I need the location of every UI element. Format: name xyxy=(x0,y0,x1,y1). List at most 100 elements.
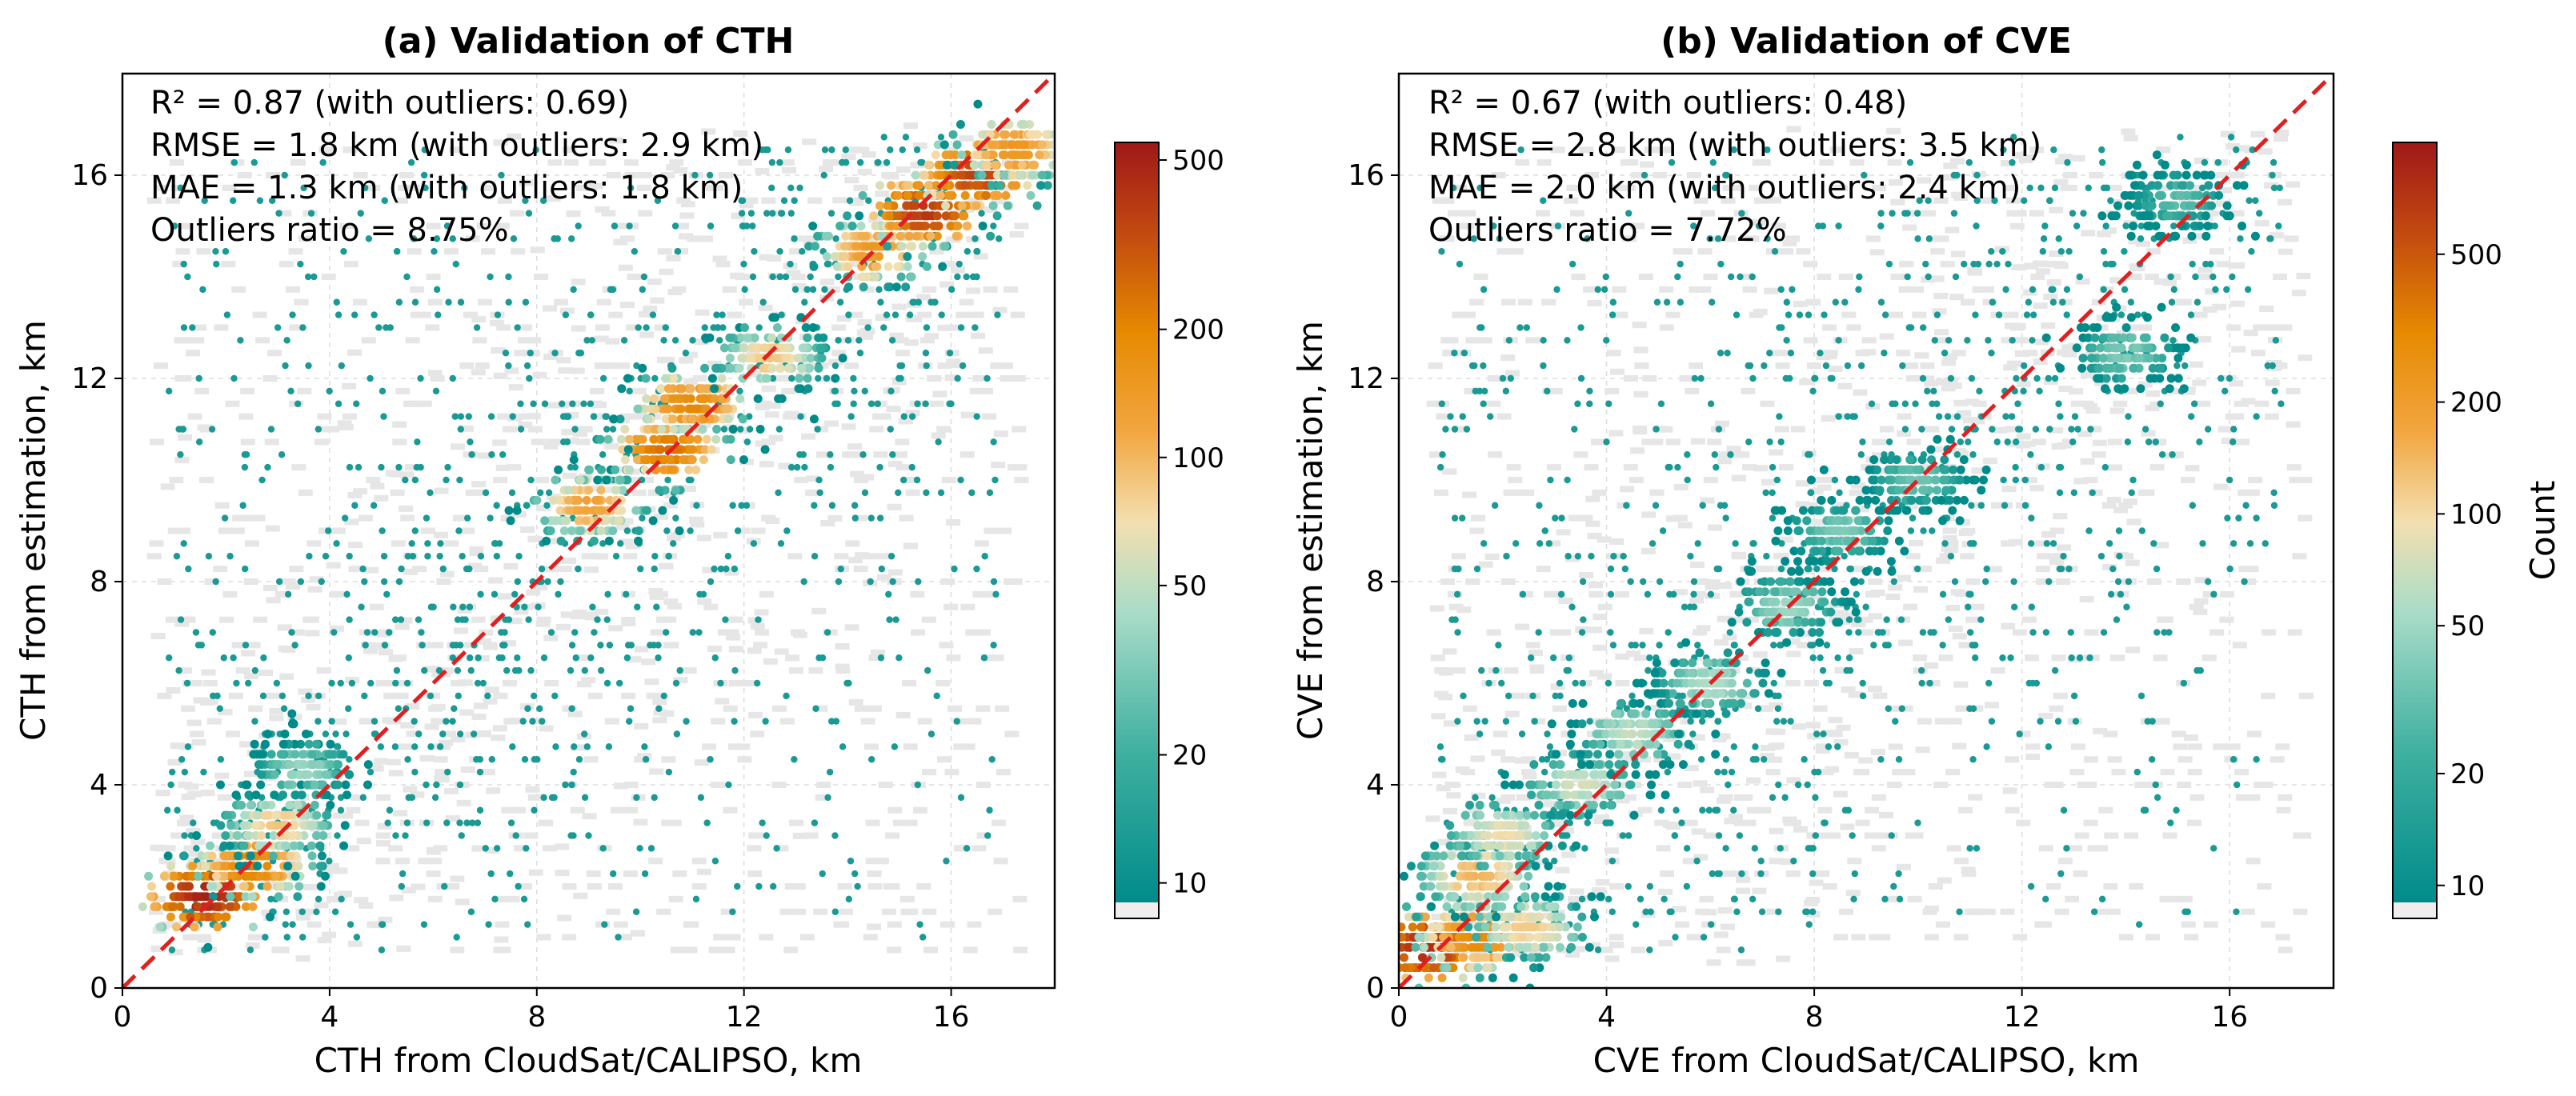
panel-a-stat-r2: R² = 0.87 (with outliers: 0.69) xyxy=(150,85,629,122)
panel-a-density-bin xyxy=(643,425,652,434)
panel-a-bg-bin xyxy=(662,616,677,623)
panel-a-bg-bin xyxy=(533,584,548,591)
panel-a-bg-bin xyxy=(895,464,911,471)
panel-a-density-bin xyxy=(250,739,259,749)
panel-a-density-bin xyxy=(914,181,923,190)
panel-a-bg-bin xyxy=(190,337,205,344)
panel-b-bg-bin xyxy=(1833,184,1848,191)
panel-a-bg-bin xyxy=(613,921,628,928)
panel-b-bg-bin xyxy=(2118,934,2133,941)
panel-b-bg-bin xyxy=(1564,197,1579,204)
panel-b-bg-bin xyxy=(1854,506,1869,513)
panel-a-bg-bin xyxy=(638,310,653,318)
panel-a-density-bin xyxy=(290,750,300,759)
panel-a-bg-bin xyxy=(290,629,305,636)
panel-b-bg-bin xyxy=(1837,382,1853,390)
panel-a-outlier-bin xyxy=(743,502,751,509)
panel-a-bg-bin xyxy=(188,850,203,857)
panel-a-density-bin xyxy=(897,242,907,251)
panel-a-bg-bin xyxy=(661,462,676,469)
panel-b-bg-bin xyxy=(1736,876,1751,883)
panel-a-outlier-bin xyxy=(282,908,290,915)
panel-a-density-bin xyxy=(542,536,551,546)
panel-a-density-bin xyxy=(299,760,309,770)
panel-b-bg-bin xyxy=(2193,598,2209,605)
panel-a-bg-bin xyxy=(967,718,982,725)
panel-a-density-bin xyxy=(340,821,350,830)
panel-a-density-bin xyxy=(993,190,1003,200)
panel-a-bg-bin xyxy=(587,883,602,890)
panel-a-bg-bin xyxy=(581,553,596,560)
panel-a-density-bin xyxy=(1026,190,1036,200)
panel-a-density-bin xyxy=(667,434,676,444)
panel-b-bg-bin xyxy=(1920,362,1935,370)
panel-a-density-bin xyxy=(615,475,625,485)
panel-a-outlier-bin xyxy=(365,235,373,242)
panel-a-bg-bin xyxy=(264,438,279,446)
panel-b-bg-bin xyxy=(1641,911,1656,918)
panel-a-bg-bin xyxy=(361,337,376,344)
panel-a-outlier-bin xyxy=(831,908,839,915)
panel-a-outlier-bin xyxy=(212,248,219,255)
panel-a-density-bin xyxy=(728,425,738,434)
panel-a-outlier-bin xyxy=(687,476,695,484)
panel-a-bg-bin xyxy=(158,857,174,864)
panel-a-density-bin xyxy=(175,902,185,911)
panel-a-outlier-bin xyxy=(358,603,365,610)
panel-a-density-bin xyxy=(663,384,673,394)
panel-a-outlier-bin xyxy=(441,882,448,890)
panel-a-bg-bin xyxy=(947,705,963,712)
panel-a-outlier-bin xyxy=(642,756,650,763)
panel-a-bg-bin xyxy=(197,936,212,943)
panel-a-outlier-bin xyxy=(386,806,394,814)
panel-a-density-bin xyxy=(363,760,373,770)
panel-a-bg-bin xyxy=(917,718,932,725)
panel-a-outlier-bin xyxy=(205,553,213,560)
panel-a-outlier-bin xyxy=(654,197,662,204)
panel-a-outlier-bin xyxy=(963,248,972,255)
panel-a-bg-bin xyxy=(609,137,624,144)
panel-a-bg-bin xyxy=(983,206,998,213)
panel-b-bg-bin xyxy=(1705,583,1720,590)
panel-a-bg-bin xyxy=(274,590,290,598)
panel-a-density-bin xyxy=(608,526,618,535)
panel-a-bg-bin xyxy=(969,387,984,394)
panel-a-bg-bin xyxy=(325,426,340,433)
panel-a-density-bin xyxy=(275,882,285,891)
panel-b-bg-bin xyxy=(2134,782,2149,788)
panel-b-bg-bin xyxy=(1630,172,1645,178)
panel-a-density-bin xyxy=(691,404,701,414)
panel-b-bg-bin xyxy=(2193,157,2209,164)
panel-a-bg-bin xyxy=(698,235,713,242)
panel-b-bg-bin xyxy=(2274,135,2289,142)
panel-a-outlier-bin xyxy=(605,743,613,750)
panel-b-bg-bin xyxy=(1760,566,1775,573)
panel-a-bg-bin xyxy=(1004,286,1019,293)
panel-a-bg-bin xyxy=(546,195,561,202)
panel-a-density-bin xyxy=(271,810,281,820)
panel-a-density-bin xyxy=(272,821,282,830)
panel-a-outlier-bin xyxy=(571,463,579,471)
panel-a-bg-bin xyxy=(615,362,630,370)
panel-a-outlier-bin xyxy=(457,426,464,433)
panel-a-bg-bin xyxy=(534,274,549,280)
panel-b-bg-bin xyxy=(2231,346,2246,353)
panel-a-bg-bin xyxy=(761,197,776,204)
panel-b-bg-bin xyxy=(1821,415,1836,422)
panel-b-bg-bin xyxy=(1754,806,1769,814)
panel-a-density-bin xyxy=(668,414,678,424)
panel-a-outlier-bin xyxy=(299,934,306,941)
panel-b-bg-bin xyxy=(1500,354,1516,362)
panel-a-bg-bin xyxy=(527,535,543,542)
panel-b-bg-bin xyxy=(1803,261,1818,268)
panel-a-bg-bin xyxy=(922,769,937,776)
panel-b-bg-bin xyxy=(1468,806,1483,814)
panel-a-bg-bin xyxy=(779,718,795,725)
panel-a-density-bin xyxy=(285,760,294,770)
panel-b-bg-bin xyxy=(2149,401,2165,408)
panel-a-outlier-bin xyxy=(682,350,690,357)
panel-a-bg-bin xyxy=(323,866,338,874)
panel-a-outlier-bin xyxy=(183,679,191,687)
panel-a-outlier-bin xyxy=(604,590,611,598)
